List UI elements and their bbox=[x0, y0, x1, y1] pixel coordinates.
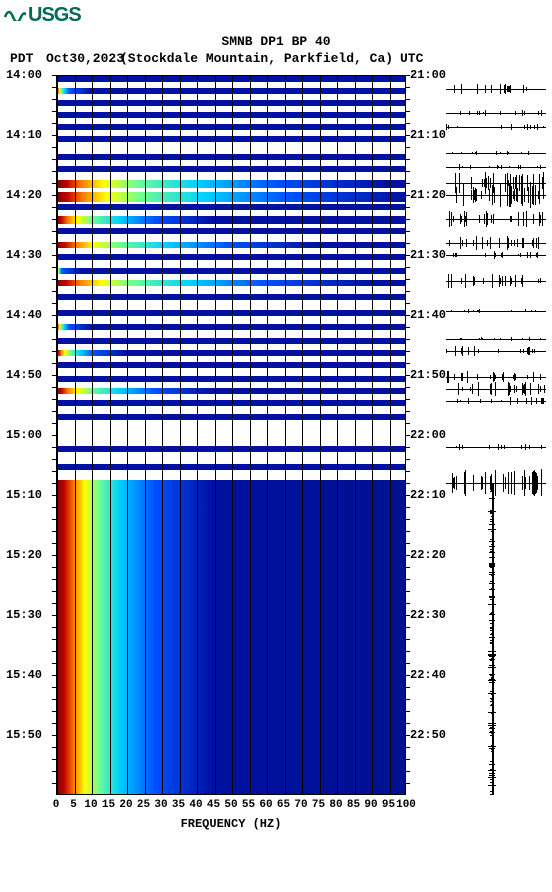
seismogram-trace bbox=[446, 447, 546, 448]
y-label-left: 14:10 bbox=[6, 128, 42, 142]
x-tick-label: 25 bbox=[137, 799, 150, 811]
plot-title: SMNB DP1 BP 40 bbox=[0, 34, 552, 49]
y-label-left: 15:10 bbox=[6, 488, 42, 502]
x-tick-label: 15 bbox=[102, 799, 115, 811]
date-label: Oct30,2023 bbox=[46, 51, 124, 66]
x-tick-label: 90 bbox=[364, 799, 377, 811]
y-label-left: 14:30 bbox=[6, 248, 42, 262]
x-tick-label: 85 bbox=[347, 799, 360, 811]
x-tick-label: 40 bbox=[189, 799, 202, 811]
x-tick-label: 5 bbox=[70, 799, 77, 811]
timezone-right: UTC bbox=[400, 51, 423, 66]
station-label: (Stockdale Mountain, Parkfield, Ca) bbox=[120, 51, 393, 66]
x-tick-label: 20 bbox=[119, 799, 132, 811]
seismogram-column bbox=[446, 75, 546, 795]
x-tick-label: 30 bbox=[154, 799, 167, 811]
plot-area: 05 10 15 20 25 30 35 40 45 50 55 60 65 70 75 80 85 90 9510… bbox=[46, 75, 546, 815]
y-label-right: 21:00 bbox=[410, 68, 446, 82]
y-label-right: 21:40 bbox=[410, 308, 446, 322]
y-label-right: 22:20 bbox=[410, 548, 446, 562]
y-label-left: 14:50 bbox=[6, 368, 42, 382]
y-label-right: 22:30 bbox=[410, 608, 446, 622]
x-tick-label: 0 bbox=[53, 799, 60, 811]
x-tick-label: 70 bbox=[294, 799, 307, 811]
timezone-left: PDT bbox=[10, 51, 33, 66]
plot-subtitle: PDT Oct30,2023 (Stockdale Mountain, Park… bbox=[0, 51, 552, 67]
y-label-right: 21:30 bbox=[410, 248, 446, 262]
y-label-left: 14:20 bbox=[6, 188, 42, 202]
x-tick-label: 95 bbox=[382, 799, 395, 811]
y-label-left: 15:30 bbox=[6, 608, 42, 622]
usgs-logo: USGS bbox=[4, 4, 81, 27]
x-tick-label: 60 bbox=[259, 799, 272, 811]
x-tick-label: 65 bbox=[277, 799, 290, 811]
y-label-left: 15:40 bbox=[6, 668, 42, 682]
x-tick-label: 80 bbox=[329, 799, 342, 811]
x-axis-title: FREQUENCY (HZ) bbox=[56, 817, 406, 831]
y-label-right: 21:50 bbox=[410, 368, 446, 382]
logo-wave-icon bbox=[4, 5, 26, 26]
x-tick-label: 35 bbox=[172, 799, 185, 811]
x-tick-label: 10 bbox=[84, 799, 97, 811]
x-tick-label: 100 bbox=[396, 799, 416, 811]
x-tick-label: 45 bbox=[207, 799, 220, 811]
logo-text: USGS bbox=[28, 4, 81, 27]
y-label-right: 22:40 bbox=[410, 668, 446, 682]
y-label-left: 15:20 bbox=[6, 548, 42, 562]
y-label-left: 15:00 bbox=[6, 428, 42, 442]
x-tick-label: 50 bbox=[224, 799, 237, 811]
y-label-right: 21:20 bbox=[410, 188, 446, 202]
spectrogram bbox=[56, 75, 406, 795]
y-label-left: 14:00 bbox=[6, 68, 42, 82]
x-tick-label: 55 bbox=[242, 799, 255, 811]
x-tick-label: 75 bbox=[312, 799, 325, 811]
y-label-left: 15:50 bbox=[6, 728, 42, 742]
plot-container: SMNB DP1 BP 40 PDT Oct30,2023 (Stockdale… bbox=[0, 30, 552, 815]
y-label-right: 22:10 bbox=[410, 488, 446, 502]
y-label-right: 22:50 bbox=[410, 728, 446, 742]
y-label-right: 22:00 bbox=[410, 428, 446, 442]
seismogram-trace bbox=[446, 167, 546, 168]
y-label-left: 14:40 bbox=[6, 308, 42, 322]
y-label-right: 21:10 bbox=[410, 128, 446, 142]
